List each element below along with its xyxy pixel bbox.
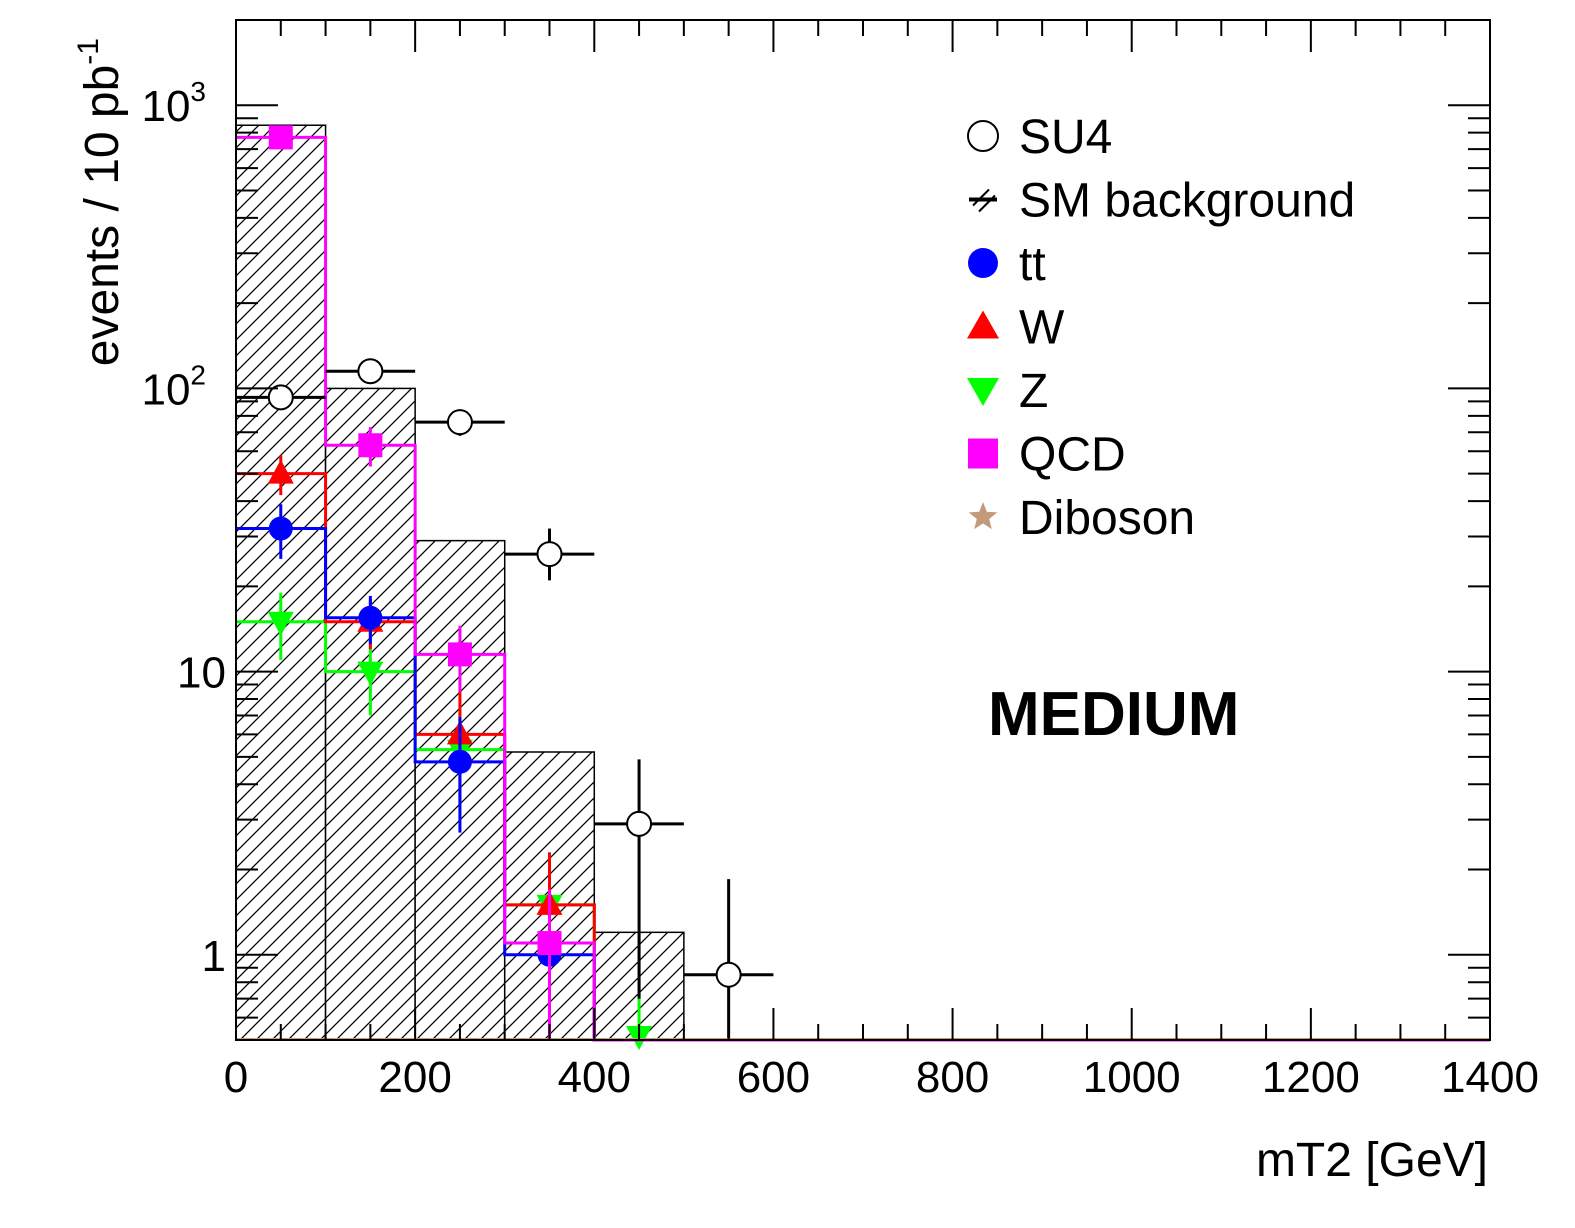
y-tick-label: 10 xyxy=(177,649,226,698)
legend-label: Diboson xyxy=(1019,492,1195,545)
legend-tt-icon xyxy=(968,248,998,278)
legend-w-icon xyxy=(967,310,999,339)
tt-marker xyxy=(358,605,383,630)
y-tick-exponent: 3 xyxy=(190,76,206,107)
x-tick-label: 600 xyxy=(737,1053,810,1102)
y-tick-label: 1 xyxy=(202,932,226,981)
legend-entry-su4: SU4 xyxy=(967,111,1112,164)
su4-marker xyxy=(267,384,294,411)
legend-label: SM background xyxy=(1019,175,1355,228)
legend-label: SU4 xyxy=(1019,111,1112,164)
y-tick-exponent: 2 xyxy=(190,359,206,390)
x-tick-label: 1000 xyxy=(1083,1053,1181,1102)
y-axis-title-superscript: -1 xyxy=(72,38,105,65)
su4-marker xyxy=(715,961,742,988)
tt-marker xyxy=(268,516,293,541)
y-axis-title-main: events / 10 pb xyxy=(76,65,129,367)
legend-entry-w: W xyxy=(967,302,1065,355)
legend-entry-diboson: Diboson xyxy=(968,492,1195,545)
z-marker xyxy=(357,661,384,686)
legend-entry-tt: tt xyxy=(968,238,1046,291)
legend-label: Z xyxy=(1019,365,1048,418)
qcd-marker xyxy=(268,125,293,150)
legend-su4-icon xyxy=(967,120,999,152)
x-tick-label: 400 xyxy=(558,1053,631,1102)
x-axis-title: mT2 [GeV] xyxy=(1256,1134,1488,1187)
z-marker xyxy=(267,611,294,636)
axis-ticks xyxy=(235,19,1491,1041)
qcd-marker xyxy=(447,642,472,667)
selection-annotation: MEDIUM xyxy=(988,680,1239,749)
w-marker xyxy=(267,459,294,484)
x-tick-label: 1200 xyxy=(1262,1053,1360,1102)
su4-marker xyxy=(446,409,473,436)
legend-diboson-icon xyxy=(968,502,998,530)
su4-marker xyxy=(357,358,384,385)
sm-background-bar xyxy=(235,124,327,1041)
tt-marker xyxy=(447,749,472,774)
legend-sm-hatch-icon xyxy=(972,188,990,207)
x-tick-label: 800 xyxy=(916,1053,989,1102)
legend-label: QCD xyxy=(1019,429,1126,482)
y-tick-base: 10 xyxy=(177,649,226,698)
su4-marker xyxy=(626,810,653,837)
histogram-layer xyxy=(235,124,1490,1050)
y-tick-base: 1 xyxy=(202,932,226,981)
legend-entry-qcd: QCD xyxy=(968,429,1126,482)
y-tick-base: 10 xyxy=(141,82,190,131)
x-tick-label: 200 xyxy=(378,1053,451,1102)
qcd-marker xyxy=(537,931,562,956)
legend-z-icon xyxy=(967,378,999,406)
su4-marker xyxy=(536,541,563,568)
x-tick-label: 1400 xyxy=(1441,1053,1539,1102)
series-su4 xyxy=(236,358,774,1040)
y-tick-base: 10 xyxy=(141,365,190,414)
legend-sm-hatch-icon xyxy=(978,194,996,213)
legend-label: W xyxy=(1019,302,1065,355)
legend-entry-z: Z xyxy=(967,365,1048,418)
legend-qcd-icon xyxy=(968,438,998,469)
qcd-marker xyxy=(358,433,383,458)
x-tick-label: 0 xyxy=(224,1053,248,1102)
legend-entry-sm-background: SM background xyxy=(969,175,1355,228)
y-tick-label: 102 xyxy=(141,359,206,414)
legend-label: tt xyxy=(1019,238,1046,291)
y-axis-title: events / 10 pb-1 xyxy=(72,38,129,366)
y-tick-label: 103 xyxy=(141,76,206,131)
legend: SU4 SM background tt WZ QCD Diboson xyxy=(967,111,1355,545)
